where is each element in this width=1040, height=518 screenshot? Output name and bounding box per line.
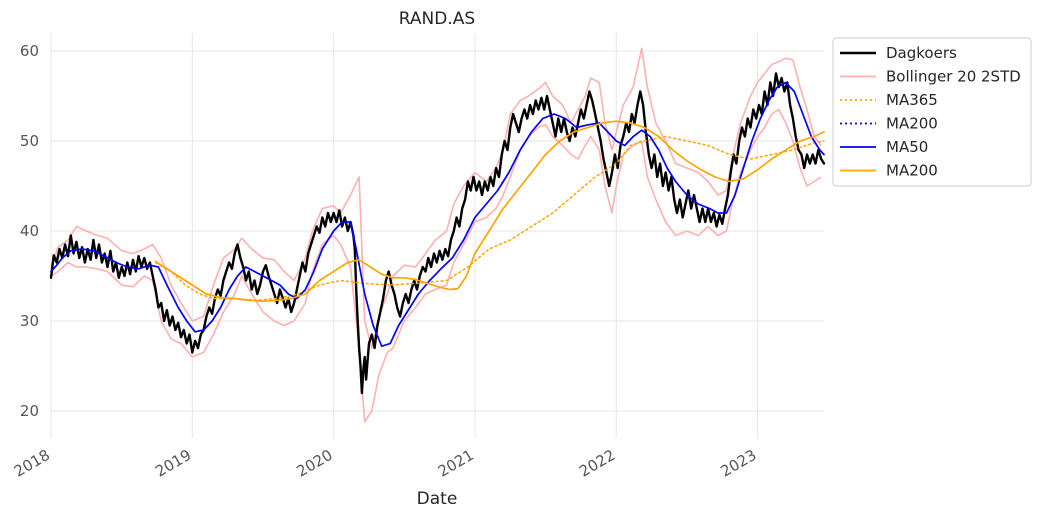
dagkoers-line-1 <box>49 72 826 395</box>
y-tick-label: 60 <box>20 42 39 60</box>
bollinger-lower-line <box>50 108 822 423</box>
x-axis-ticks: 2018 2019 2020 2021 2022 2023 <box>11 446 760 481</box>
legend-label: MA200 <box>886 162 938 180</box>
x-tick-label: 2023 <box>718 446 760 481</box>
x-tick-label: 2022 <box>576 446 618 481</box>
legend-label: MA50 <box>886 138 928 156</box>
legend-label: MA200 <box>886 115 938 133</box>
y-tick-label: 40 <box>20 222 39 240</box>
grid <box>50 33 824 438</box>
x-tick-label: 2019 <box>152 446 194 481</box>
bollinger-upper-line <box>50 47 822 349</box>
chart-title: RAND.AS <box>399 9 475 29</box>
legend-box <box>832 37 1032 187</box>
y-tick-label: 20 <box>20 402 39 420</box>
x-axis-label: Date <box>417 489 458 509</box>
legend-label: Bollinger 20 2STD <box>886 68 1021 86</box>
series-layer <box>49 47 826 423</box>
legend-label: MA365 <box>886 91 938 109</box>
ma200-line-5 <box>154 120 825 303</box>
y-tick-label: 50 <box>20 132 39 150</box>
x-tick-label: 2020 <box>294 446 336 481</box>
legend: Dagkoers Bollinger 20 2STD MA365 MA200 MA50 M… <box>832 37 1032 187</box>
x-tick-label: 2018 <box>11 446 53 481</box>
legend-label: Dagkoers <box>886 44 957 62</box>
y-tick-label: 30 <box>20 312 39 330</box>
y-axis-ticks: 20 30 40 50 60 <box>20 42 39 420</box>
x-tick-label: 2021 <box>435 446 477 481</box>
ma50-line-4 <box>50 81 825 348</box>
